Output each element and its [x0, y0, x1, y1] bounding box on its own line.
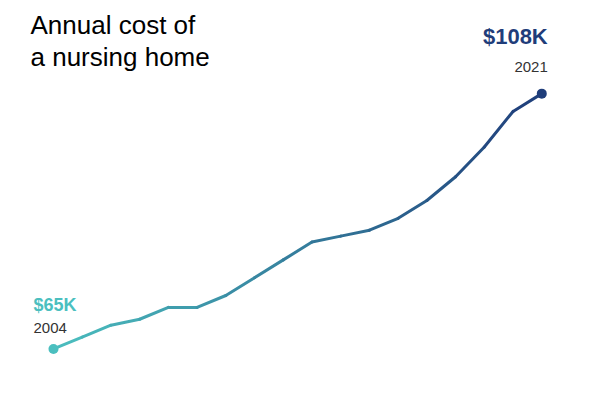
- svg-text:$65K: $65K: [33, 295, 76, 315]
- svg-text:Annual cost ofa nursing home: Annual cost ofa nursing home: [31, 10, 210, 73]
- svg-text:$108K: $108K: [483, 24, 548, 49]
- svg-text:2004: 2004: [33, 319, 66, 336]
- svg-text:2021: 2021: [514, 58, 547, 75]
